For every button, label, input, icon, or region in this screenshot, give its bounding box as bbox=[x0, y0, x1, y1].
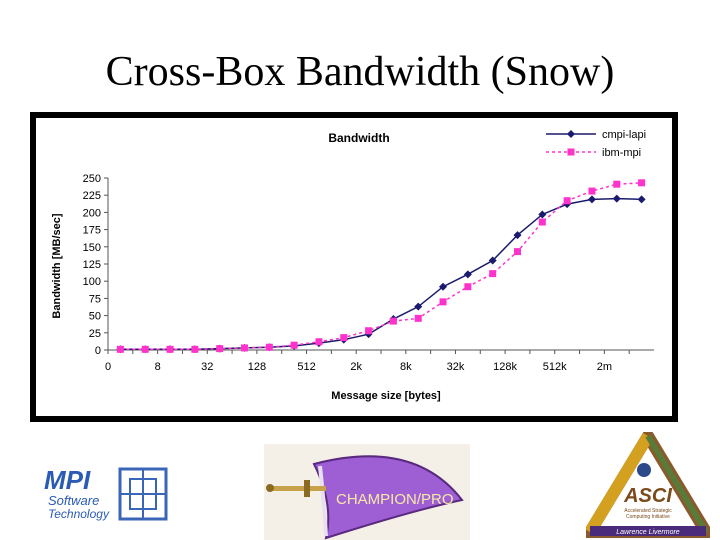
data-point-cmpi-lapi bbox=[414, 302, 423, 311]
data-point-ibm-mpi bbox=[141, 345, 149, 353]
data-point-ibm-mpi bbox=[414, 314, 422, 322]
data-point-ibm-mpi bbox=[563, 197, 571, 205]
data-point-ibm-mpi bbox=[315, 338, 323, 346]
x-tick-label: 2k bbox=[350, 361, 362, 373]
data-point-ibm-mpi bbox=[514, 248, 521, 256]
champion-pro-logo: CHAMPION/PRO bbox=[264, 444, 470, 540]
data-point-ibm-mpi bbox=[191, 345, 199, 353]
data-point-ibm-mpi bbox=[241, 344, 248, 352]
y-tick-label: 125 bbox=[83, 259, 101, 271]
y-tick-label: 175 bbox=[83, 225, 101, 237]
slide-title: Cross-Box Bandwidth (Snow) bbox=[105, 49, 615, 95]
data-point-ibm-mpi bbox=[389, 317, 397, 325]
data-point-ibm-mpi bbox=[216, 345, 224, 353]
bandwidth-chart: Bandwidth cmpi-lapi ibm-mpi Bandwidth [MB… bbox=[51, 129, 654, 402]
series-line-cmpi-lapi bbox=[120, 197, 642, 351]
x-tick-label: 128k bbox=[493, 361, 517, 373]
data-point-ibm-mpi bbox=[489, 270, 497, 278]
legend-label-cmpi-lapi: cmpi-lapi bbox=[602, 129, 646, 141]
chart-frame: Bandwidth cmpi-lapi ibm-mpi Bandwidth [MB… bbox=[30, 112, 678, 422]
chart-axes: 0 25 50 75 100 125 150 175 200 225 250 0 8 32 128 512 2k… bbox=[83, 173, 654, 373]
data-point-ibm-mpi bbox=[265, 343, 273, 351]
x-axis-label: Message size [bytes] bbox=[331, 390, 441, 402]
legend-label-ibm-mpi: ibm-mpi bbox=[602, 147, 641, 159]
chart-legend: cmpi-lapi ibm-mpi bbox=[546, 129, 646, 159]
data-point-ibm-mpi bbox=[588, 187, 596, 195]
data-point-cmpi-lapi bbox=[612, 194, 621, 203]
data-point-ibm-mpi bbox=[340, 334, 348, 342]
chart-panel: Bandwidth cmpi-lapi ibm-mpi Bandwidth [MB… bbox=[36, 118, 672, 416]
data-point-cmpi-lapi bbox=[488, 256, 497, 265]
y-tick-label: 150 bbox=[83, 242, 101, 254]
mpi-logo-technology: Technology bbox=[48, 507, 110, 521]
mpi-logo-text: MPI bbox=[44, 465, 91, 495]
data-point-ibm-mpi bbox=[116, 345, 124, 353]
legend-marker-ibm-mpi bbox=[567, 148, 575, 156]
data-point-ibm-mpi bbox=[538, 218, 546, 226]
y-axis-label: Bandwidth [MB/sec] bbox=[51, 213, 63, 318]
chart-title: Bandwidth bbox=[328, 131, 389, 145]
data-point-ibm-mpi bbox=[464, 283, 472, 291]
series-line-ibm-mpi bbox=[120, 182, 642, 351]
x-tick-label: 32 bbox=[201, 361, 213, 373]
data-point-ibm-mpi bbox=[365, 327, 373, 335]
y-tick-label: 225 bbox=[83, 190, 101, 202]
data-point-cmpi-lapi bbox=[587, 195, 596, 204]
data-point-ibm-mpi bbox=[290, 341, 298, 349]
asci-logo-bottom: Lawrence Livermore bbox=[616, 529, 680, 536]
asci-logo-sub1: Accelerated Strategic bbox=[624, 508, 672, 514]
data-point-cmpi-lapi bbox=[538, 210, 547, 219]
x-tick-label: 2m bbox=[597, 361, 612, 373]
data-point-cmpi-lapi bbox=[513, 231, 522, 240]
data-point-cmpi-lapi bbox=[637, 195, 646, 204]
y-tick-label: 250 bbox=[83, 173, 101, 185]
y-tick-label: 25 bbox=[89, 328, 101, 340]
y-tick-label: 50 bbox=[89, 311, 101, 323]
asci-logo-center: ASCI bbox=[623, 485, 672, 507]
y-tick-label: 0 bbox=[95, 345, 101, 357]
data-point-ibm-mpi bbox=[166, 345, 174, 353]
legend-marker-cmpi-lapi bbox=[567, 130, 575, 138]
x-tick-label: 512k bbox=[543, 361, 567, 373]
champion-logo-text: CHAMPION/PRO bbox=[336, 491, 454, 508]
asci-logo: Lawrence Livermore ASCI Accelerated Stra… bbox=[586, 432, 710, 538]
chart-series bbox=[116, 179, 646, 354]
data-point-ibm-mpi bbox=[439, 298, 447, 306]
data-point-cmpi-lapi bbox=[439, 282, 448, 291]
x-tick-label: 8k bbox=[400, 361, 412, 373]
series-ibm-mpi bbox=[116, 179, 646, 353]
asci-logo-sub2: Computing Initiative bbox=[626, 514, 670, 520]
x-tick-label: 128 bbox=[248, 361, 266, 373]
mpi-logo-software: Software bbox=[48, 493, 99, 508]
mpi-software-technology-logo: MPI Software Technology bbox=[44, 465, 168, 521]
x-tick-label: 0 bbox=[105, 361, 111, 373]
x-tick-label: 32k bbox=[447, 361, 465, 373]
x-tick-label: 512 bbox=[297, 361, 315, 373]
y-tick-label: 100 bbox=[83, 276, 101, 288]
x-tick-label: 8 bbox=[155, 361, 161, 373]
data-point-cmpi-lapi bbox=[463, 270, 472, 279]
data-point-ibm-mpi bbox=[638, 179, 646, 187]
y-tick-label: 200 bbox=[83, 207, 101, 219]
y-tick-label: 75 bbox=[89, 293, 101, 305]
series-cmpi-lapi bbox=[116, 194, 646, 354]
data-point-ibm-mpi bbox=[613, 180, 621, 188]
